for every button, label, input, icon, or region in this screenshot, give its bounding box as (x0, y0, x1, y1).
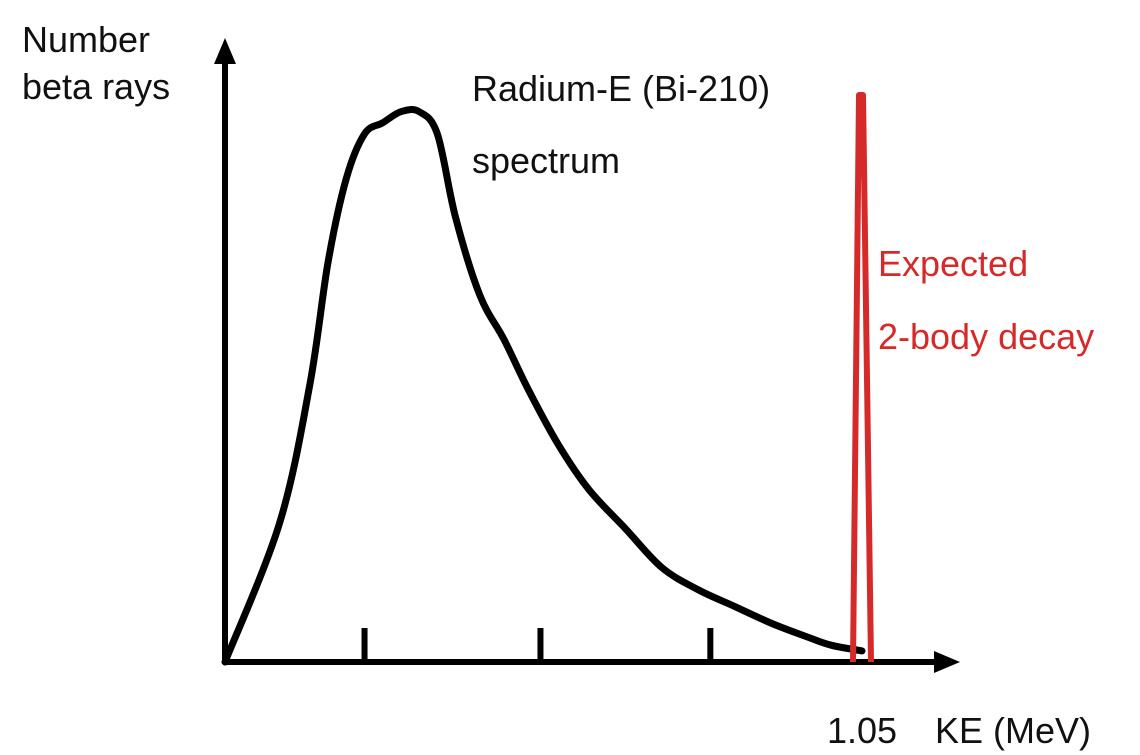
spectrum-curve (221, 106, 866, 666)
expected-decay-spike (850, 92, 874, 663)
y-axis-label-line-1: Number (22, 19, 150, 60)
expected-decay-spike-line (850, 92, 874, 663)
x-axis-label: KE (MeV) (935, 710, 1091, 751)
chart-title: Radium-E (Bi-210) (472, 68, 770, 109)
x-ticks (361, 628, 714, 662)
chart-subtitle: spectrum (472, 140, 620, 181)
y-axis-arrow (214, 38, 236, 64)
expected-decay-label-line-1: Expected (878, 243, 1028, 284)
expected-decay-label-line-2: 2-body decay (878, 316, 1094, 357)
y-axis-label-line-2: beta rays (22, 66, 170, 107)
chart-series (221, 106, 866, 666)
x-tick-label-1-05: 1.05 (827, 710, 897, 751)
x-axis-arrow (934, 651, 960, 673)
chart-axes (214, 38, 960, 673)
